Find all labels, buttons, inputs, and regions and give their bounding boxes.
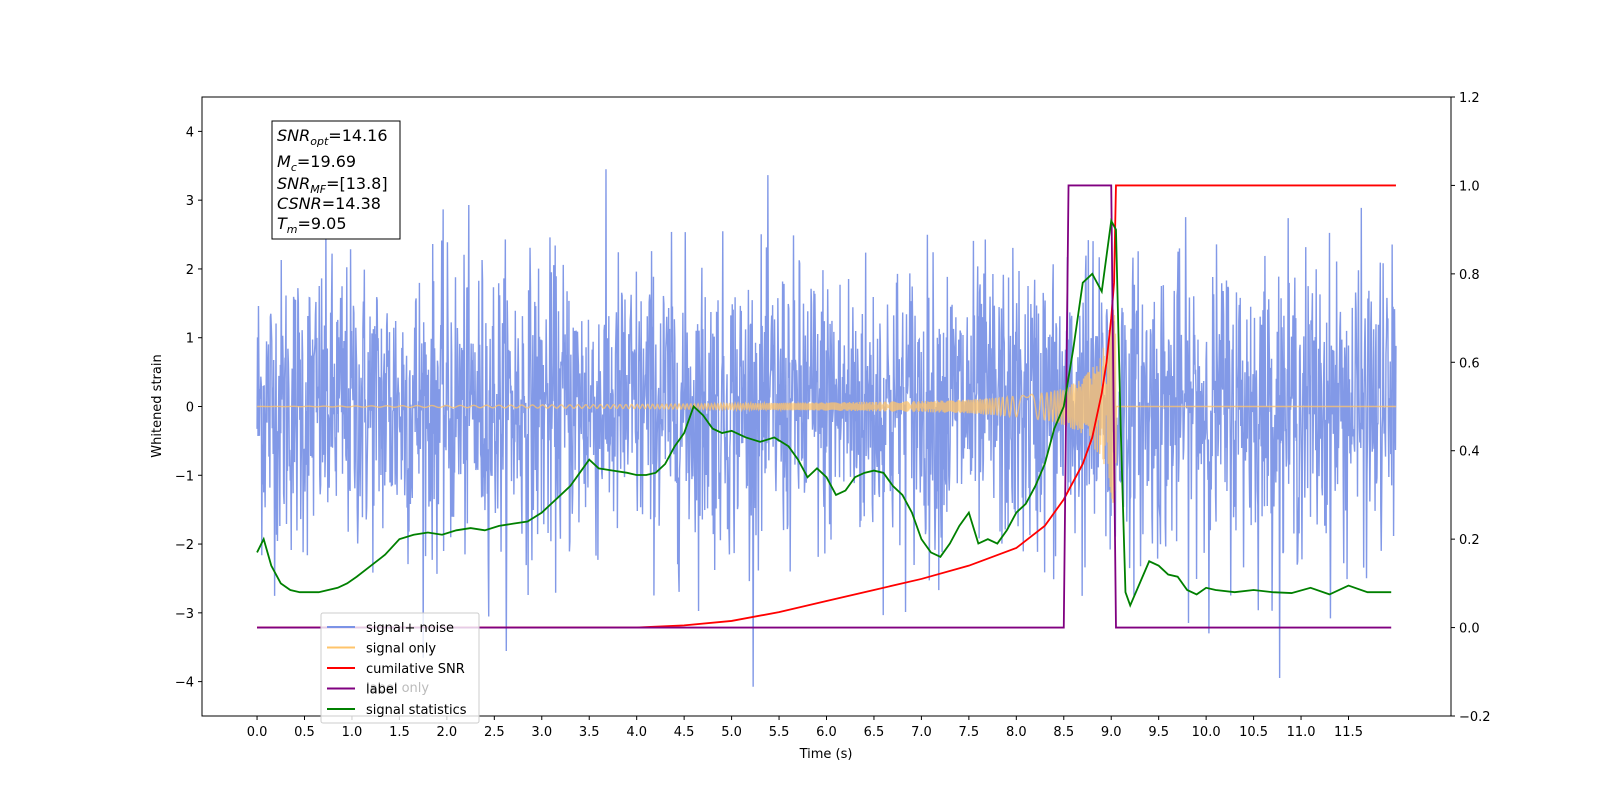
legend-label: signal only <box>366 642 436 657</box>
y-tick-label: −4 <box>175 676 194 691</box>
x-tick-label: 5.5 <box>769 725 790 740</box>
x-tick-label: 10.5 <box>1239 725 1268 740</box>
axis-layer: 0.0 0.5 1.0 1.5 2.0 2.5 3.0 3.5 4.0 4.5 5.0 5.5 6.0 6… <box>175 91 1491 740</box>
x-tick-label: 5.0 <box>721 725 742 740</box>
y-tick-label: 3 <box>186 194 194 209</box>
x-tick-label: 0.5 <box>294 725 315 740</box>
series-signal-statistics <box>256 217 1392 608</box>
y2-tick-label: 0.6 <box>1459 356 1480 371</box>
y-tick-label: −1 <box>175 469 194 484</box>
x-tick-label: 4.0 <box>626 725 647 740</box>
legend-label: signal+ noise <box>366 621 454 636</box>
legend-label: label <box>366 683 397 698</box>
x-tick-label: 3.0 <box>531 725 552 740</box>
x-tick-label: 11.0 <box>1287 725 1316 740</box>
x-tick-label: 3.5 <box>579 725 600 740</box>
series-signal-noise <box>256 169 1397 687</box>
y-tick-label: 1 <box>186 332 194 347</box>
legend-frame <box>320 612 480 724</box>
y2-tick-label: 0.4 <box>1459 445 1480 460</box>
x-tick-label: 2.0 <box>437 725 458 740</box>
series-signal-only <box>257 309 1396 503</box>
legend-label: cumilative SNR <box>366 662 465 677</box>
x-tick-label: 10.0 <box>1192 725 1221 740</box>
x-tick-label: 9.5 <box>1148 725 1169 740</box>
y-tick-label: 2 <box>186 263 194 278</box>
x-tick-label: 1.0 <box>342 725 363 740</box>
info-box-frame <box>271 120 401 240</box>
y-axis-label: Whitened strain <box>150 354 165 457</box>
y2-tick-label: 1.2 <box>1459 91 1480 106</box>
x-tick-label: 4.5 <box>674 725 695 740</box>
x-tick-label: 1.5 <box>389 725 410 740</box>
y2-tick-label: −0.2 <box>1459 710 1491 725</box>
x-tick-label: 7.5 <box>959 725 980 740</box>
legend-label: signal statistics <box>366 703 467 718</box>
x-tick-label: 11.5 <box>1334 725 1363 740</box>
info-mc: Mc=19.69 <box>277 152 356 174</box>
y-tick-label: 0 <box>186 401 194 416</box>
y-tick-label: −3 <box>175 607 194 622</box>
x-tick-label: 7.0 <box>911 725 932 740</box>
series-layer <box>256 169 1397 687</box>
legend: label only signal+ noise signal only cumil… <box>320 612 480 724</box>
y2-tick-label: 0.8 <box>1459 268 1480 283</box>
x-tick-label: 2.5 <box>484 725 505 740</box>
x-tick-label: 0.0 <box>247 725 268 740</box>
y-tick-label: −2 <box>175 538 194 553</box>
x-tick-label: 9.0 <box>1101 725 1122 740</box>
x-tick-label: 6.0 <box>816 725 837 740</box>
x-axis-label: Time (s) <box>799 747 853 762</box>
series-cumulative-snr <box>257 184 1396 629</box>
info-box: SNRopt=14.16 Mc=19.69 SNRMF=[13.8] CSNR=… <box>271 120 401 240</box>
info-snr-mf: SNRMF=[13.8] <box>277 174 388 196</box>
info-tm: Tm=9.05 <box>277 214 347 236</box>
y2-tick-label: 0.0 <box>1459 622 1480 637</box>
series-label <box>257 184 1392 629</box>
x-tick-label: 8.5 <box>1053 725 1074 740</box>
info-csnr: CSNR=14.38 <box>277 194 381 213</box>
y2-tick-label: 1.0 <box>1459 179 1480 194</box>
x-tick-label: 6.5 <box>864 725 885 740</box>
legend-hidden-label: label only <box>366 681 429 696</box>
y2-tick-label: 0.2 <box>1459 533 1480 548</box>
y-tick-label: 4 <box>186 125 194 140</box>
x-tick-label: 8.0 <box>1006 725 1027 740</box>
info-snr-opt: SNRopt=14.16 <box>277 126 388 148</box>
